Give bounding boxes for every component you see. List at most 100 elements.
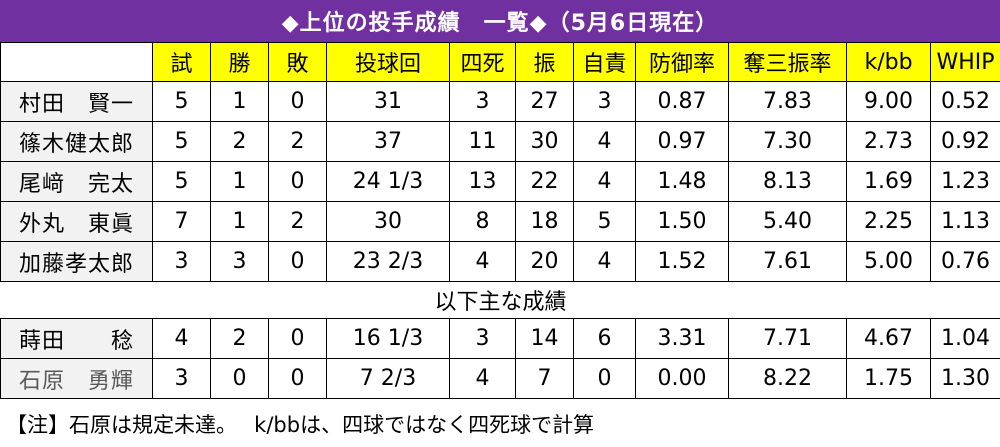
cell-earned-runs: 5 (573, 201, 636, 242)
cell-strikeouts: 18 (515, 201, 574, 242)
header-walks-hbp: 四死 (449, 42, 516, 82)
cell-whip: 0.92 (930, 121, 1000, 162)
table-row: 篠木健太郎 5 2 2 37 11 30 4 0.97 7.30 2.73 0.… (0, 121, 1000, 162)
table-row: 石原 勇輝 3 0 0 7 2/3 4 7 0 0.00 8.22 1.75 1… (0, 358, 1000, 399)
cell-wins: 2 (210, 121, 269, 162)
header-k-rate: 奪三振率 (728, 42, 847, 82)
cell-games: 5 (152, 121, 211, 162)
table-row: 尾﨑 完太 5 1 0 24 1/3 13 22 4 1.48 8.13 1.6… (0, 161, 1000, 202)
cell-earned-runs: 3 (573, 81, 636, 122)
cell-strikeouts: 27 (515, 81, 574, 122)
separator-row: 以下主な成績 (0, 281, 1000, 319)
cell-k-bb: 2.73 (846, 121, 931, 162)
cell-whip: 1.04 (930, 318, 1000, 359)
cell-wins: 1 (210, 81, 269, 122)
cell-k-rate: 7.71 (728, 318, 847, 359)
player-name: 村田 賢一 (0, 81, 153, 122)
cell-whip: 0.52 (930, 81, 1000, 122)
cell-wins: 3 (210, 241, 269, 282)
header-blank-cell (0, 42, 153, 82)
header-era: 防御率 (635, 42, 729, 82)
cell-innings: 37 (326, 121, 450, 162)
cell-walks-hbp: 11 (449, 121, 516, 162)
cell-earned-runs: 6 (573, 318, 636, 359)
cell-losses: 0 (268, 81, 327, 122)
cell-losses: 2 (268, 201, 327, 242)
sheet-title: ◆上位の投手成績 一覧◆（5月6日現在） (0, 0, 1000, 42)
cell-k-rate: 7.30 (728, 121, 847, 162)
cell-era: 1.52 (635, 241, 729, 282)
cell-losses: 0 (268, 161, 327, 202)
header-earned-runs: 自責 (573, 42, 636, 82)
cell-k-rate: 7.61 (728, 241, 847, 282)
cell-walks-hbp: 4 (449, 241, 516, 282)
header-row: 試 勝 敗 投球回 四死 振 自責 防御率 奪三振率 k/bb WHIP (0, 42, 1000, 82)
player-name: 石原 勇輝 (0, 358, 153, 399)
cell-strikeouts: 14 (515, 318, 574, 359)
cell-innings: 31 (326, 81, 450, 122)
cell-wins: 2 (210, 318, 269, 359)
cell-games: 7 (152, 201, 211, 242)
cell-losses: 0 (268, 318, 327, 359)
table-row: 蒔田 稔 4 2 0 16 1/3 3 14 6 3.31 7.71 4.67 … (0, 318, 1000, 359)
cell-innings: 16 1/3 (326, 318, 450, 359)
cell-strikeouts: 30 (515, 121, 574, 162)
cell-games: 4 (152, 318, 211, 359)
cell-k-bb: 4.67 (846, 318, 931, 359)
cell-innings: 7 2/3 (326, 358, 450, 399)
separator-label: 以下主な成績 (0, 281, 1000, 319)
cell-era: 1.48 (635, 161, 729, 202)
player-name: 篠木健太郎 (0, 121, 153, 162)
player-name: 蒔田 稔 (0, 318, 153, 359)
table-row: 外丸 東眞 7 1 2 30 8 18 5 1.50 5.40 2.25 1.1… (0, 201, 1000, 242)
cell-wins: 1 (210, 201, 269, 242)
cell-k-bb: 2.25 (846, 201, 931, 242)
cell-strikeouts: 22 (515, 161, 574, 202)
header-k-bb: k/bb (846, 42, 931, 82)
cell-innings: 23 2/3 (326, 241, 450, 282)
header-strikeouts: 振 (515, 42, 574, 82)
table-row: 加藤孝太郎 3 3 0 23 2/3 4 20 4 1.52 7.61 5.00… (0, 241, 1000, 282)
cell-k-bb: 9.00 (846, 81, 931, 122)
table-row: 村田 賢一 5 1 0 31 3 27 3 0.87 7.83 9.00 0.5… (0, 81, 1000, 122)
header-games: 試 (152, 42, 211, 82)
cell-losses: 0 (268, 358, 327, 399)
cell-innings: 30 (326, 201, 450, 242)
cell-walks-hbp: 13 (449, 161, 516, 202)
cell-strikeouts: 7 (515, 358, 574, 399)
cell-earned-runs: 4 (573, 241, 636, 282)
player-name: 尾﨑 完太 (0, 161, 153, 202)
player-name: 加藤孝太郎 (0, 241, 153, 282)
cell-k-bb: 1.69 (846, 161, 931, 202)
cell-losses: 2 (268, 121, 327, 162)
cell-k-rate: 8.22 (728, 358, 847, 399)
cell-losses: 0 (268, 241, 327, 282)
cell-era: 1.50 (635, 201, 729, 242)
cell-walks-hbp: 4 (449, 358, 516, 399)
cell-k-rate: 8.13 (728, 161, 847, 202)
header-whip: WHIP (930, 42, 1000, 82)
cell-k-bb: 1.75 (846, 358, 931, 399)
cell-games: 3 (152, 358, 211, 399)
cell-strikeouts: 20 (515, 241, 574, 282)
stats-table: 試 勝 敗 投球回 四死 振 自責 防御率 奪三振率 k/bb WHIP 村田 … (0, 42, 1000, 399)
cell-era: 0.00 (635, 358, 729, 399)
cell-innings: 24 1/3 (326, 161, 450, 202)
cell-k-rate: 5.40 (728, 201, 847, 242)
cell-walks-hbp: 8 (449, 201, 516, 242)
cell-games: 5 (152, 161, 211, 202)
cell-walks-hbp: 3 (449, 81, 516, 122)
cell-games: 3 (152, 241, 211, 282)
header-wins: 勝 (210, 42, 269, 82)
cell-era: 0.97 (635, 121, 729, 162)
footnote: 【注】石原は規定未達。 k/bbは、四球ではなく四死球で計算 (6, 413, 595, 437)
cell-whip: 0.76 (930, 241, 1000, 282)
header-innings: 投球回 (326, 42, 450, 82)
cell-era: 0.87 (635, 81, 729, 122)
cell-k-bb: 5.00 (846, 241, 931, 282)
player-name: 外丸 東眞 (0, 201, 153, 242)
cell-wins: 1 (210, 161, 269, 202)
cell-whip: 1.30 (930, 358, 1000, 399)
cell-k-rate: 7.83 (728, 81, 847, 122)
